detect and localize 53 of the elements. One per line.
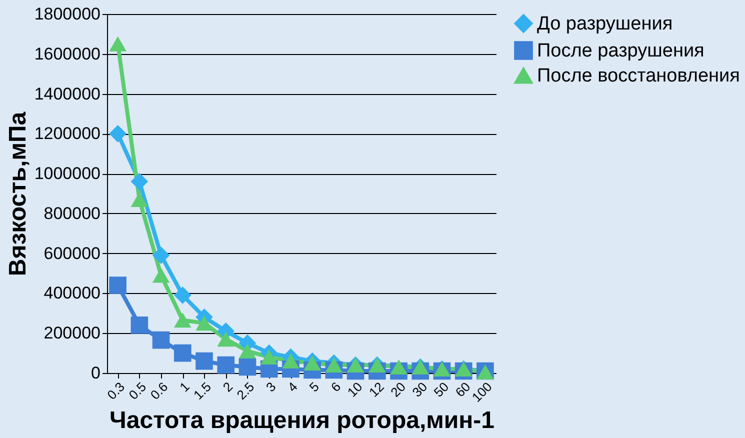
- y-tick-label: 1200000: [34, 124, 100, 144]
- point: [109, 276, 126, 294]
- x-tick-label: 0.3: [104, 379, 128, 402]
- x-tick-label: 1.5: [190, 379, 214, 402]
- x-tick-label: 0.6: [147, 379, 171, 402]
- y-axis-title: Вязкость,мПа: [4, 111, 32, 276]
- point: [325, 358, 343, 373]
- x-tick-label: 50: [430, 379, 452, 400]
- x-tick-label: 4: [284, 379, 300, 395]
- point: [238, 358, 256, 376]
- y-tick-label: 1000000: [34, 164, 100, 184]
- y-tick-label: 800000: [44, 204, 100, 223]
- point: [174, 312, 192, 328]
- x-tick-label: 3: [263, 379, 279, 395]
- point: [130, 316, 148, 334]
- point: [390, 360, 408, 375]
- point: [109, 36, 126, 52]
- point: [152, 246, 170, 264]
- point: [152, 331, 170, 349]
- x-axis-title: Частота вращения ротора,мин-1: [110, 407, 494, 434]
- point: [130, 172, 148, 190]
- point: [304, 356, 321, 371]
- point: [174, 286, 192, 304]
- x-tick-label: 30: [409, 379, 430, 400]
- x-tick-label: 1: [176, 379, 192, 395]
- x-tick-label: 12: [366, 379, 387, 400]
- point: [217, 332, 235, 347]
- y-tick-label: 0: [91, 364, 100, 382]
- legend-label: После восстановления: [537, 66, 740, 86]
- x-tick-label: 10: [344, 379, 366, 400]
- y-tick-label: 600000: [44, 244, 100, 263]
- point: [196, 316, 213, 331]
- point: [217, 356, 235, 374]
- x-tick-label: 6: [328, 379, 344, 395]
- y-tick-label: 400000: [44, 284, 100, 303]
- x-tick-label: 0.5: [126, 379, 150, 402]
- point: [196, 352, 213, 370]
- x-tick-label: 2: [220, 379, 236, 395]
- y-tick-label: 200000: [44, 324, 100, 343]
- x-tick-label: 5: [306, 379, 322, 395]
- y-tick-label: 1800000: [34, 4, 100, 24]
- y-tick-label: 1400000: [34, 84, 100, 104]
- point: [238, 344, 256, 359]
- point: [174, 344, 192, 362]
- legend-label: После разрушения: [537, 40, 704, 62]
- legend-label: До разрушения: [537, 14, 673, 34]
- y-tick-label: 1600000: [34, 44, 100, 64]
- point: [152, 268, 170, 283]
- point: [282, 354, 300, 369]
- x-tick-label: 20: [388, 379, 408, 400]
- point: [109, 125, 126, 142]
- x-tick-label: 2.5: [234, 379, 258, 402]
- point: [260, 350, 278, 365]
